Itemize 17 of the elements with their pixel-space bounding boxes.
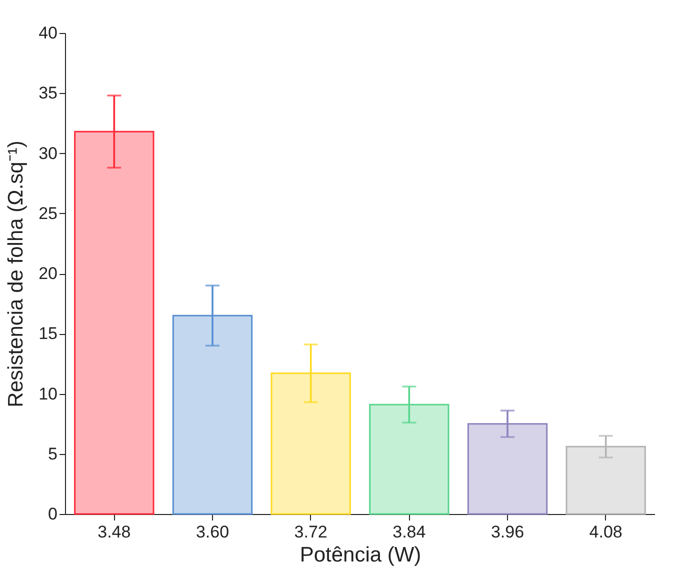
y-tick-label: 0 [48,504,58,524]
x-tick-label: 3.84 [392,522,426,542]
y-tick-label: 30 [38,144,58,163]
x-tick-label: 3.96 [490,522,524,542]
x-tick-label: 4.08 [589,522,622,542]
x-axis-title: Potência (W) [300,544,422,566]
y-tick-label: 20 [38,264,58,283]
y-tick-label: 5 [48,444,58,464]
y-tick-label: 40 [38,24,58,42]
y-tick-label: 25 [38,204,58,223]
x-tick-label: 3.48 [98,522,131,542]
x-tick-label: 3.60 [196,522,230,542]
y-axis-title: Resistencia de folha (Ω.sq⁻¹) [4,140,28,408]
y-tick-label: 35 [38,84,58,103]
y-tick-label: 10 [38,384,58,404]
x-tick-label: 3.72 [294,522,328,542]
y-tick-label: 15 [38,324,58,344]
